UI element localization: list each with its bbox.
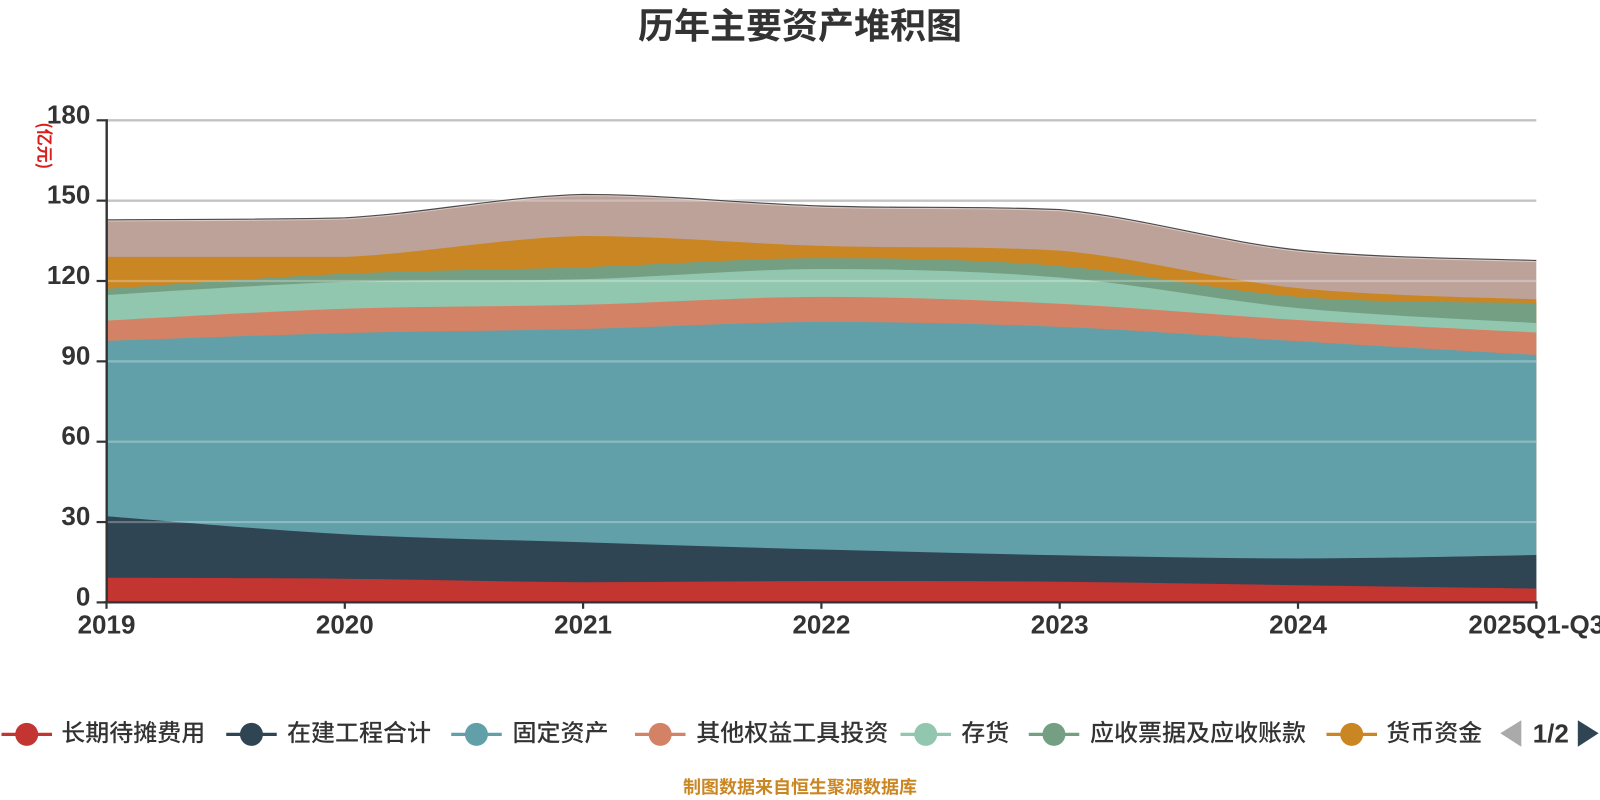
- svg-text:0: 0: [76, 581, 90, 611]
- svg-text:2024: 2024: [1269, 610, 1327, 640]
- svg-text:60: 60: [61, 421, 90, 451]
- svg-text:90: 90: [61, 340, 90, 370]
- svg-text:2021: 2021: [554, 610, 612, 640]
- svg-text:30: 30: [61, 501, 90, 531]
- svg-text:2023: 2023: [1031, 610, 1089, 640]
- svg-text:2019: 2019: [78, 610, 136, 640]
- svg-text:2022: 2022: [792, 610, 850, 640]
- svg-text:120: 120: [47, 260, 90, 290]
- svg-text:2020: 2020: [316, 610, 374, 640]
- svg-text:150: 150: [47, 180, 90, 210]
- svg-text:1/2: 1/2: [1533, 719, 1569, 749]
- svg-text:2025Q1-Q3: 2025Q1-Q3: [1468, 610, 1600, 640]
- svg-text:180: 180: [47, 99, 90, 129]
